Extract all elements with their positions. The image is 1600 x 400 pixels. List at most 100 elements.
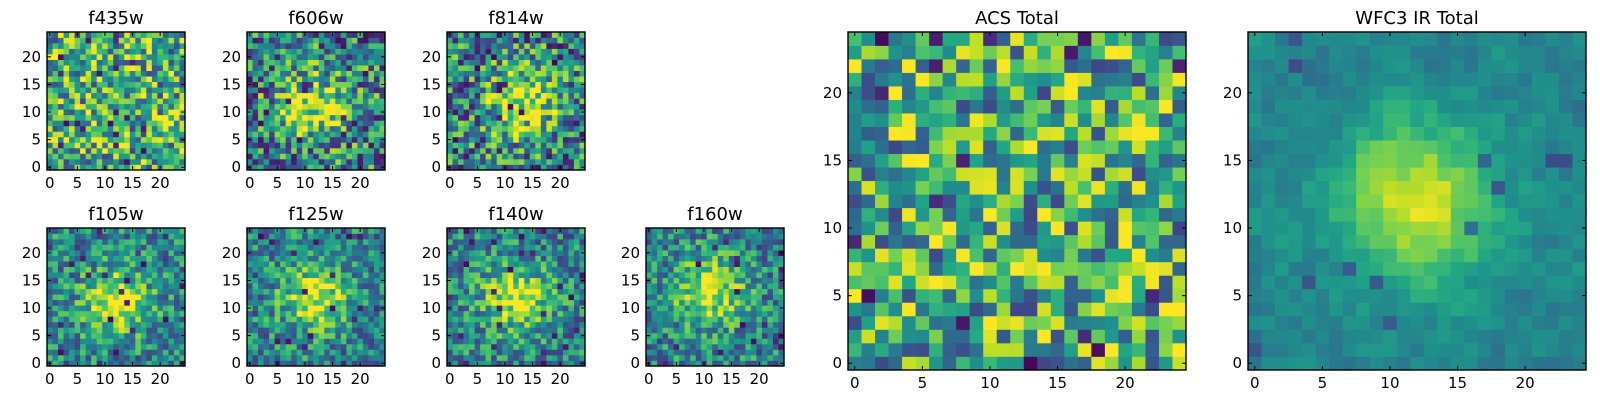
heatmap-cell <box>329 120 336 127</box>
heatmap-cell <box>85 316 92 323</box>
heatmap-cell <box>662 272 669 279</box>
heatmap-cell <box>915 207 930 222</box>
heatmap-cell <box>107 299 114 306</box>
heatmap-cell <box>362 310 369 317</box>
heatmap-cell <box>546 37 553 44</box>
heatmap-cell <box>307 244 314 251</box>
heatmap-cell <box>540 354 547 361</box>
heatmap-cell <box>58 59 64 66</box>
heatmap-cell <box>739 244 746 251</box>
heatmap-cell <box>124 103 131 110</box>
heatmap-cell <box>529 338 536 345</box>
heatmap-cell <box>491 92 498 99</box>
heatmap-cell <box>146 158 153 165</box>
heatmap-cell <box>118 32 125 38</box>
heatmap-cell <box>280 327 286 334</box>
heatmap-cell <box>480 81 486 88</box>
heatmap-cell <box>58 164 64 171</box>
heatmap-cell <box>679 327 685 334</box>
heatmap-cell <box>329 316 336 323</box>
heatmap-cell <box>285 310 292 317</box>
heatmap-cell <box>651 266 658 273</box>
heatmap-cell <box>285 316 292 323</box>
heatmap-cell <box>546 305 553 312</box>
heatmap-cell <box>1104 194 1119 209</box>
heatmap-cell <box>80 153 86 160</box>
heatmap-cell <box>291 310 298 317</box>
heatmap-cell <box>668 261 674 267</box>
heatmap-cell <box>357 294 364 301</box>
heatmap-cell <box>162 321 169 328</box>
heatmap-cell <box>657 349 663 356</box>
heatmap-cell <box>129 153 136 160</box>
heatmap-cell <box>313 239 320 245</box>
heatmap-cell <box>524 136 531 143</box>
heatmap-cell <box>247 114 253 121</box>
heatmap-cell <box>252 321 259 328</box>
heatmap-cell <box>291 244 298 251</box>
heatmap-cell <box>983 329 998 344</box>
heatmap-cell <box>1104 167 1119 182</box>
heatmap-cell <box>695 250 702 256</box>
heatmap-cell <box>1037 248 1052 263</box>
heatmap-cell <box>734 250 741 256</box>
heatmap-cell <box>47 255 53 262</box>
heatmap-cell <box>258 43 264 49</box>
heatmap-cell <box>1172 167 1187 182</box>
heatmap-cell <box>463 153 470 160</box>
heatmap-cell <box>485 54 492 60</box>
heatmap-cell <box>351 272 358 279</box>
heatmap-cell <box>107 136 114 143</box>
heatmap-cell <box>1131 248 1146 263</box>
heatmap-cell <box>513 277 520 284</box>
heatmap-cell <box>296 87 303 94</box>
heatmap-cell <box>91 103 98 110</box>
heatmap-cell <box>58 76 64 83</box>
heatmap-cell <box>557 136 564 143</box>
heatmap-cell <box>96 153 103 160</box>
heatmap-cell <box>551 272 558 279</box>
heatmap-cell <box>313 288 320 295</box>
heatmap-cell <box>480 70 486 77</box>
heatmap-cell <box>118 272 125 279</box>
heatmap-cell <box>368 283 375 290</box>
heatmap-cell <box>463 266 470 273</box>
heatmap-cell <box>113 343 120 350</box>
heatmap-cell <box>313 114 320 121</box>
heatmap-cell <box>524 338 531 345</box>
heatmap-cell <box>507 65 514 71</box>
heatmap-cell <box>761 255 768 262</box>
heatmap-cell <box>469 321 475 328</box>
heatmap-cell <box>996 248 1011 263</box>
heatmap-cell <box>496 228 503 234</box>
heatmap-cell <box>491 261 498 267</box>
heatmap-cell <box>579 338 586 345</box>
heatmap-cell <box>151 114 158 121</box>
heatmap-cell <box>63 65 70 71</box>
heatmap-cell <box>956 153 971 168</box>
heatmap-cell <box>362 54 369 60</box>
heatmap-cell <box>252 54 259 60</box>
y-tick-label: 10 <box>422 299 441 317</box>
heatmap-cell <box>69 114 75 121</box>
heatmap-cell <box>346 158 353 165</box>
heatmap-cell <box>673 261 680 267</box>
heatmap-cell <box>469 70 475 77</box>
heatmap-cell <box>247 233 253 240</box>
heatmap-cell <box>168 136 175 143</box>
heatmap-cell <box>568 283 575 290</box>
heatmap-cell <box>491 255 498 262</box>
heatmap-cell <box>329 288 336 295</box>
heatmap-cell <box>469 98 475 105</box>
heatmap-cell <box>942 221 957 236</box>
heatmap-cell <box>118 43 125 49</box>
heatmap-cell <box>269 261 275 267</box>
y-tick-label: 0 <box>31 158 41 176</box>
heatmap-cell <box>74 239 81 245</box>
heatmap-cell <box>146 354 153 361</box>
heatmap-cell <box>745 239 752 245</box>
heatmap-cell <box>568 131 575 138</box>
heatmap-cell <box>469 250 475 256</box>
heatmap-cell <box>74 294 81 301</box>
heatmap-cell <box>157 120 164 127</box>
